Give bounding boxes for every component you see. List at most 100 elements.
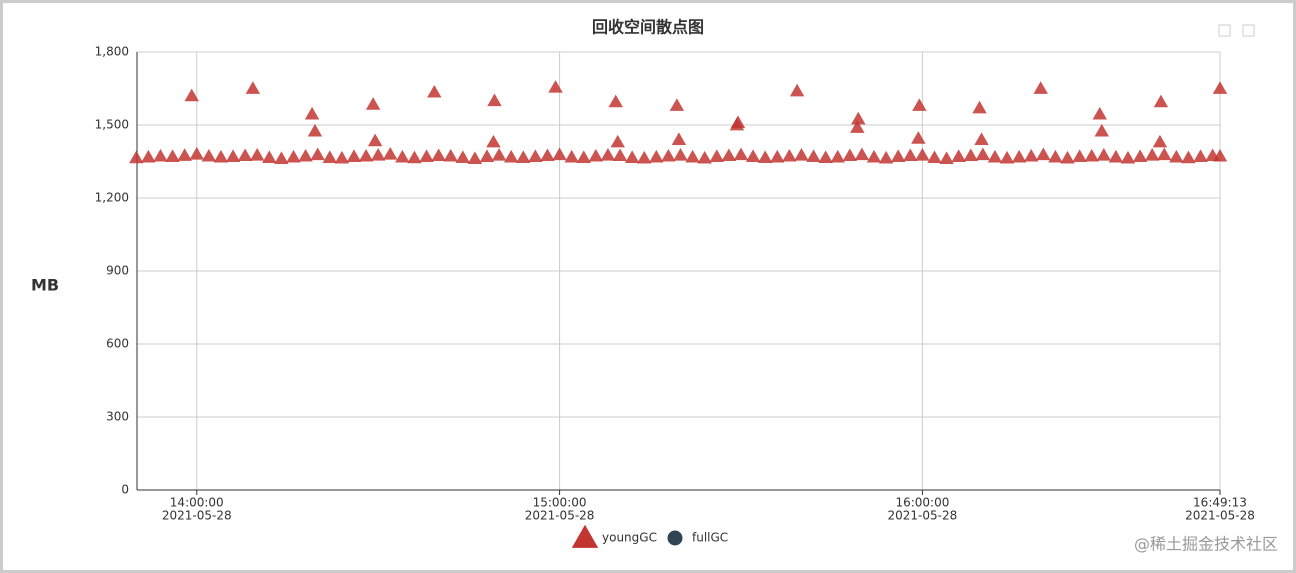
point — [1033, 81, 1048, 94]
point — [612, 148, 628, 162]
point — [782, 148, 797, 162]
point — [274, 151, 289, 164]
point — [1144, 147, 1160, 161]
point — [165, 149, 180, 163]
point — [1153, 94, 1169, 108]
point — [789, 83, 805, 97]
point — [1084, 148, 1099, 162]
point — [1120, 150, 1136, 164]
point — [307, 123, 323, 137]
point — [939, 151, 954, 164]
point — [225, 149, 241, 163]
point — [685, 149, 700, 163]
point — [624, 150, 640, 164]
point — [367, 133, 383, 147]
point — [1169, 149, 1184, 163]
point — [129, 150, 144, 164]
point — [358, 148, 374, 162]
point — [588, 148, 604, 162]
point — [600, 147, 616, 161]
point — [951, 149, 966, 163]
x-tick-label: 16:00:00 — [895, 496, 949, 510]
point — [1024, 148, 1039, 162]
y-tick-label: 300 — [106, 410, 129, 424]
point — [455, 150, 471, 164]
point — [1011, 149, 1027, 163]
point — [1212, 81, 1228, 94]
legend-symbol[interactable] — [571, 524, 599, 548]
point — [552, 147, 567, 161]
point — [365, 97, 381, 110]
point — [1094, 123, 1109, 137]
y-tick-label: 900 — [106, 264, 129, 278]
legend-label[interactable]: youngGC — [602, 531, 657, 545]
point — [1072, 149, 1087, 163]
point — [298, 148, 313, 162]
point — [443, 148, 458, 162]
toolbox-icon[interactable] — [1218, 24, 1231, 37]
point — [431, 148, 446, 162]
point — [1152, 134, 1168, 148]
point — [818, 150, 833, 164]
point — [912, 98, 927, 111]
point — [491, 147, 507, 161]
point — [963, 148, 978, 162]
point — [383, 147, 398, 160]
point — [540, 148, 555, 162]
point — [370, 147, 386, 161]
point — [479, 149, 495, 163]
point — [286, 149, 301, 163]
point — [730, 115, 746, 128]
legend-label[interactable]: fullGC — [692, 531, 728, 545]
point — [806, 149, 821, 163]
point — [999, 150, 1015, 164]
point — [548, 80, 563, 93]
point — [830, 149, 845, 163]
point — [987, 149, 1003, 163]
point — [395, 149, 410, 163]
chart-title: 回收空间散点图 — [592, 18, 704, 37]
legend-symbol[interactable] — [667, 530, 683, 546]
point — [528, 149, 543, 163]
point — [649, 149, 664, 163]
point — [927, 150, 942, 164]
point — [250, 147, 265, 161]
point — [467, 151, 483, 164]
toolbox[interactable] — [1218, 24, 1255, 37]
watermark: @稀土掘金技术社区 — [1134, 535, 1278, 554]
x-tick-label: 2021-05-28 — [162, 509, 232, 523]
point — [878, 150, 894, 164]
point — [189, 147, 204, 160]
point — [1157, 147, 1172, 161]
point — [733, 147, 749, 161]
point — [671, 132, 687, 145]
point — [407, 150, 422, 164]
point — [245, 81, 261, 94]
point — [842, 148, 858, 162]
point — [610, 134, 625, 148]
point — [1212, 148, 1228, 162]
point — [903, 148, 918, 162]
point — [427, 84, 442, 98]
point — [721, 148, 737, 162]
point — [850, 120, 865, 133]
point — [974, 132, 989, 145]
point — [673, 147, 688, 161]
point — [564, 149, 579, 163]
point — [854, 147, 870, 161]
point — [637, 150, 652, 164]
point — [851, 111, 866, 125]
point — [709, 149, 724, 163]
point — [310, 147, 325, 161]
toolbox-icon[interactable] — [1242, 24, 1255, 37]
y-tick-label: 0 — [121, 483, 129, 497]
point — [1092, 106, 1107, 120]
point — [770, 149, 785, 163]
point — [576, 150, 591, 164]
point — [972, 100, 987, 114]
y-tick-label: 600 — [106, 337, 129, 351]
point — [661, 148, 676, 162]
point — [1096, 147, 1111, 161]
